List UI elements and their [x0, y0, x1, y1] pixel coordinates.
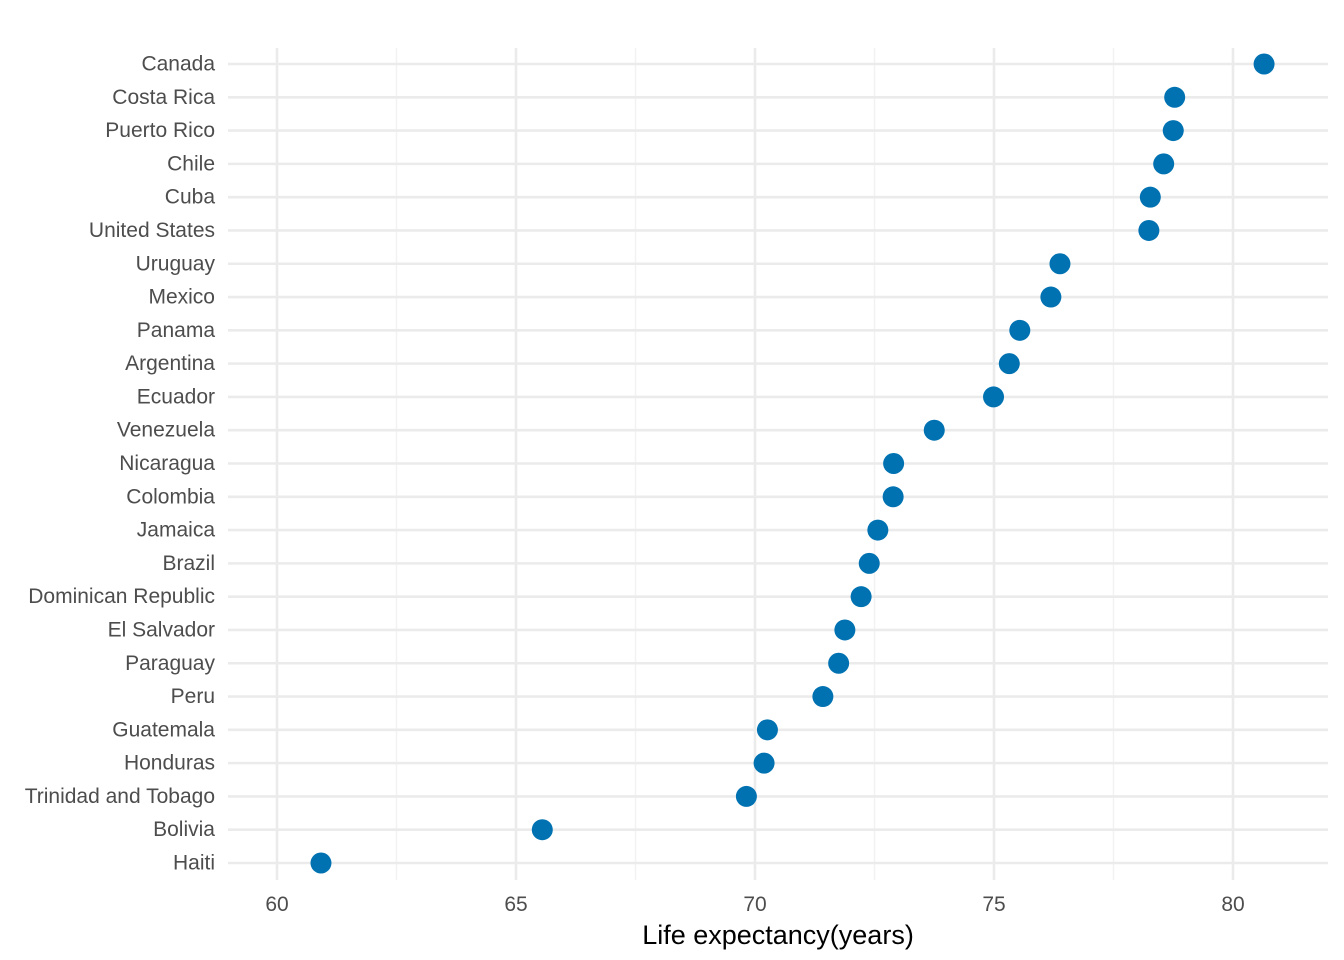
x-tick-label: 75: [982, 893, 1005, 916]
data-points: [310, 53, 1275, 874]
data-point: [1138, 219, 1160, 241]
data-point: [834, 619, 856, 641]
y-tick-label: Puerto Rico: [105, 119, 215, 142]
x-axis-title: Life expectancy(years): [642, 920, 914, 950]
data-point: [1253, 53, 1275, 75]
data-point: [756, 719, 778, 741]
data-point: [735, 785, 757, 807]
y-tick-label: Jamaica: [137, 519, 216, 542]
data-point: [1153, 153, 1175, 175]
data-point: [310, 852, 332, 874]
y-tick-label: Colombia: [126, 485, 215, 508]
y-tick-label: Haiti: [173, 852, 215, 875]
y-tick-label: Chile: [167, 152, 215, 175]
y-tick-label: Brazil: [162, 552, 215, 575]
y-tick-label: Peru: [171, 685, 215, 708]
y-tick-label: Argentina: [125, 352, 215, 375]
y-tick-label: Trinidad and Tobago: [25, 785, 215, 808]
data-point: [850, 586, 872, 608]
y-tick-label: Costa Rica: [112, 86, 215, 109]
y-tick-label: Mexico: [148, 286, 215, 309]
data-point: [1049, 253, 1071, 275]
y-tick-label: Bolivia: [153, 818, 215, 841]
data-point: [531, 819, 553, 841]
data-point: [867, 519, 889, 541]
data-point: [828, 652, 850, 674]
y-tick-label: Dominican Republic: [28, 585, 215, 608]
y-tick-label: United States: [89, 219, 215, 242]
y-tick-label: Nicaragua: [119, 452, 215, 475]
data-point: [1164, 86, 1186, 108]
x-tick-label: 60: [265, 893, 288, 916]
y-tick-label: Venezuela: [117, 419, 215, 442]
data-point: [858, 552, 880, 574]
data-point: [883, 453, 905, 474]
data-point: [1139, 186, 1161, 208]
y-tick-label: Cuba: [165, 186, 216, 209]
y-tick-label: Canada: [141, 53, 215, 76]
y-tick-label: Guatemala: [112, 718, 215, 741]
data-point: [753, 752, 775, 774]
data-point: [812, 686, 834, 708]
data-point: [1162, 120, 1184, 142]
x-tick-label: 65: [504, 893, 527, 916]
y-tick-label: Uruguay: [136, 252, 216, 275]
x-tick-label: 70: [743, 893, 766, 916]
y-tick-label: El Salvador: [108, 618, 215, 641]
y-axis-tick-labels: Canada Costa Rica Puerto Rico Chile Cuba Unit…: [25, 53, 216, 875]
y-tick-label: Ecuador: [137, 385, 215, 408]
data-point: [1009, 319, 1031, 341]
x-axis-tick-labels: 60 65 70 75 80: [265, 893, 1244, 916]
x-tick-label: 80: [1221, 893, 1244, 916]
y-tick-label: Panama: [137, 319, 216, 342]
data-point: [998, 353, 1020, 375]
data-point: [882, 486, 904, 508]
data-point: [923, 419, 945, 441]
y-tick-label: Honduras: [124, 752, 215, 775]
y-tick-label: Paraguay: [125, 652, 215, 675]
data-point: [1040, 286, 1062, 308]
data-point: [983, 386, 1005, 408]
